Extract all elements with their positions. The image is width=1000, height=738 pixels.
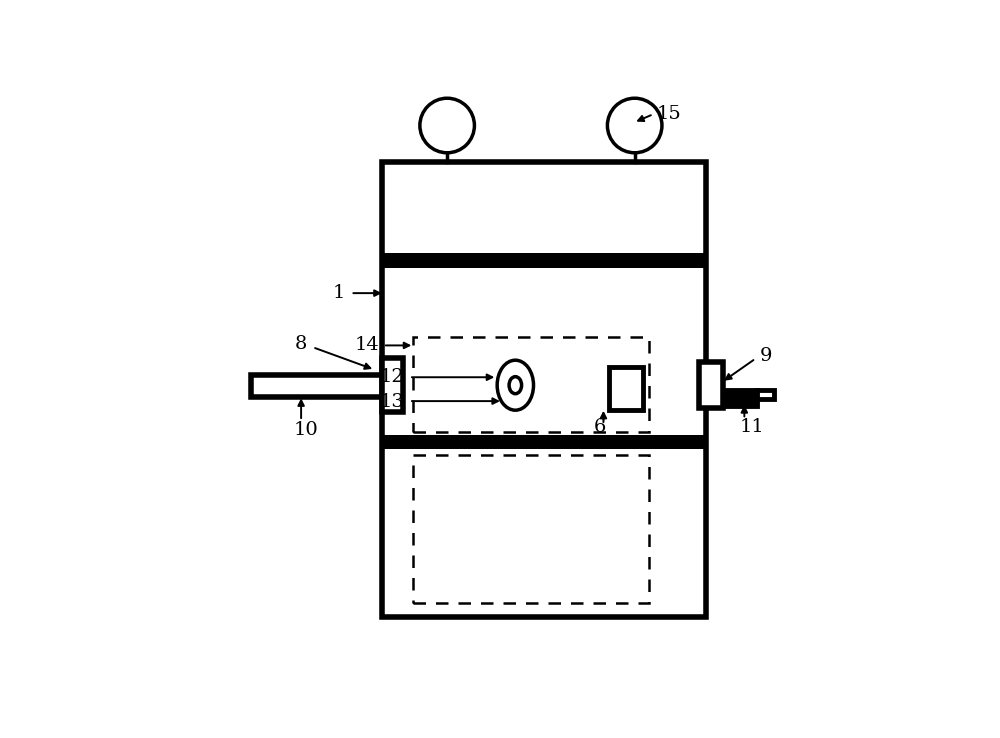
Bar bbox=[382, 359, 403, 413]
Text: 14: 14 bbox=[354, 337, 379, 354]
Ellipse shape bbox=[497, 360, 534, 410]
Bar bbox=[413, 337, 649, 432]
Text: 1: 1 bbox=[332, 284, 345, 302]
Bar bbox=[382, 435, 706, 449]
Bar bbox=[757, 390, 774, 399]
Text: 6: 6 bbox=[594, 418, 606, 435]
Text: 13: 13 bbox=[380, 393, 405, 411]
Text: 9: 9 bbox=[760, 347, 772, 365]
Text: 11: 11 bbox=[740, 418, 765, 435]
Bar bbox=[382, 253, 706, 268]
Bar bbox=[382, 162, 706, 617]
Ellipse shape bbox=[509, 376, 522, 393]
Text: 10: 10 bbox=[294, 421, 318, 438]
Bar bbox=[723, 390, 757, 406]
Text: 15: 15 bbox=[656, 105, 681, 123]
Bar bbox=[413, 455, 649, 603]
Bar bbox=[699, 362, 723, 408]
Bar bbox=[251, 375, 382, 396]
Text: 12: 12 bbox=[380, 368, 405, 386]
Bar bbox=[609, 367, 643, 410]
Text: 8: 8 bbox=[294, 335, 307, 354]
